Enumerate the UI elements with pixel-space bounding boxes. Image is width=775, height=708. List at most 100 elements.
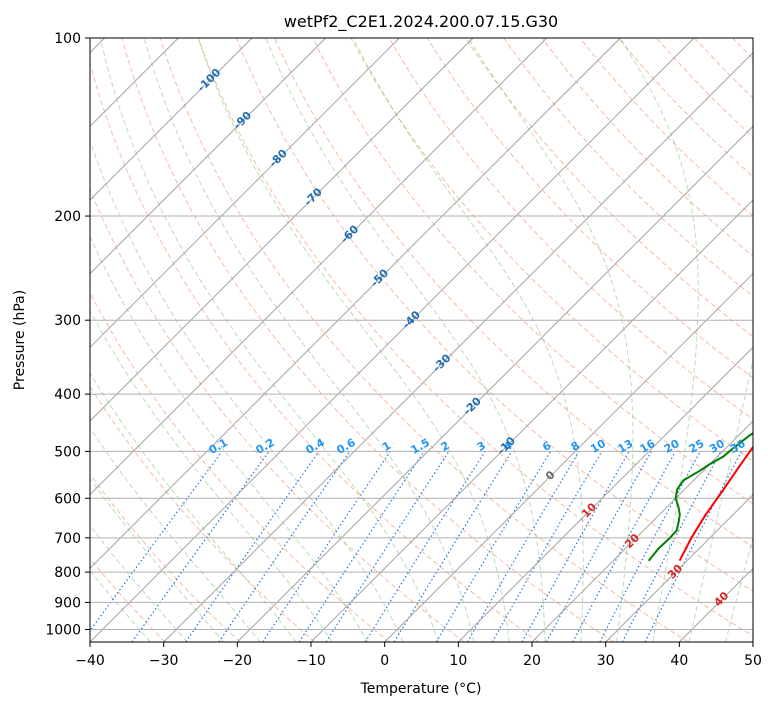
dry-adiabat [503,38,753,297]
y-tick-label: 300 [54,313,81,329]
moist-adiabat [90,309,333,642]
moist-adiabat [468,38,634,642]
isotherm [163,52,753,642]
plot-frame [89,37,754,643]
isotherm-label: 40 [711,589,731,609]
profiles [647,432,753,562]
background-lines [90,38,775,642]
y-tick-label: 400 [54,387,81,403]
mixing-ratio-line [90,451,223,632]
x-tick-label: 0 [380,653,389,669]
mixing-ratio-label: 1.5 [409,436,432,457]
y-tick-label: 600 [54,491,81,507]
isotherm [90,38,547,496]
mixing-ratio-label: 20 [662,437,682,456]
x-tick-label: 50 [744,653,762,669]
x-tick-label: −20 [223,653,253,669]
dry-adiabat [771,38,775,642]
isotherm-label: -80 [267,147,290,170]
mixing-ratio-line [131,451,270,642]
isotherm [90,38,253,201]
dry-adiabat [350,38,753,462]
x-tick-label: −10 [296,653,326,669]
mixing-ratio-label: 13 [616,437,636,456]
dry-adiabat [274,38,753,548]
x-tick-label: 40 [670,653,688,669]
isotherm-label: 30 [665,562,685,582]
mixing-ratio-label: 0.6 [334,436,358,457]
y-axis-label: Pressure (hPa) [12,290,28,390]
moist-adiabat [90,372,297,642]
x-tick-label: 10 [449,653,467,669]
dry-adiabat [236,38,753,592]
isotherm-label: -20 [461,394,484,417]
mixing-ratio-line [435,451,552,642]
isotherm-label: -10 [495,434,518,457]
moist-adiabat [619,38,699,642]
moist-adiabat [90,427,261,642]
mixing-ratio-line [466,451,580,642]
mixing-ratio-label: 0.4 [304,436,328,457]
dry-adiabat [197,38,753,637]
dry-adiabat [656,38,753,138]
isotherm [310,199,753,642]
moist-adiabat [197,38,510,642]
mixing-ratio-line [572,451,677,642]
chart-title: wetPf2_C2E1.2024.200.07.15.G30 [284,12,558,32]
isotherm [752,641,753,642]
y-tick-label: 1000 [45,622,81,638]
isotherm [458,346,753,642]
dry-adiabat [732,38,753,60]
isotherm [384,273,753,642]
mixing-ratio-label: 25 [687,437,707,456]
x-axis-label: Temperature (°C) [360,681,482,697]
mixing-ratio-line [325,451,450,642]
dry-adiabat [90,385,316,642]
isotherm [605,494,753,642]
moist-adiabat [90,477,225,642]
gridlines [90,38,753,642]
mixing-ratio-line [218,451,351,642]
isotherm-label: 20 [622,531,642,551]
mixing-ratio-label: 30 [707,437,727,456]
mixing-ratio-line [491,451,603,642]
moist-adiabat [90,524,188,642]
moist-adiabat [143,38,475,642]
moist-adiabat [90,235,369,642]
dry-adiabat [121,38,614,642]
moist-adiabat [99,38,439,642]
moist-adiabat [90,139,404,642]
moist-adiabat [688,356,753,642]
isotherm [90,38,400,348]
mixing-ratio-line [393,451,513,642]
isotherm [90,38,621,569]
isotherm-label: -30 [430,351,453,374]
x-tick-label: −40 [75,653,105,669]
dry-adiabat [159,38,689,642]
dry-adiabat [426,38,753,379]
y-tick-label: 500 [54,444,81,460]
y-tick-label: 200 [54,209,81,225]
dewpoint-profile [647,432,753,562]
isotherm [90,38,695,642]
isotherm [531,420,753,642]
isotherm [679,567,753,642]
dry-adiabat [694,38,753,99]
dry-adiabat [579,38,753,217]
isotherm-label: 0 [543,468,558,483]
x-axis-ticks: −40 −30 −20 −10 0 10 20 30 40 50 [75,642,762,669]
mixing-ratio-label: 16 [638,437,658,456]
dry-adiabat [388,38,753,420]
dry-adiabat [90,61,540,642]
x-tick-label: 30 [597,653,615,669]
dry-adiabat [90,473,241,642]
isotherm-label: -90 [231,109,254,132]
isotherm-label: -70 [302,185,325,208]
isotherm-label: -40 [400,308,423,331]
moist-adiabat [265,38,546,642]
x-tick-label: 20 [523,653,541,669]
temperature-profile [678,445,753,562]
y-tick-label: 900 [54,595,81,611]
x-tick-label: −30 [149,653,179,669]
